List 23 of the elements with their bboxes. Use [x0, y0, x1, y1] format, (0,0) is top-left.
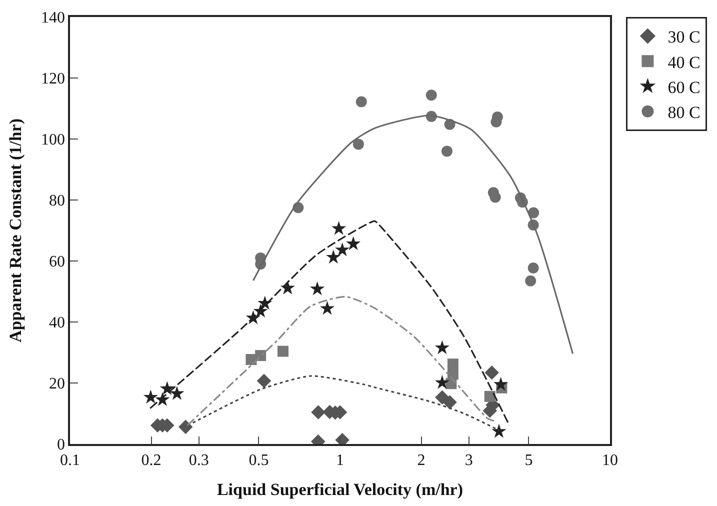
y-axis-title: Apparent Rate Constant (1/hr) — [6, 118, 26, 342]
x-tick-label: 0.2 — [141, 452, 162, 469]
x-tick-label: 1 — [336, 452, 344, 469]
y-tick-label: 40 — [49, 314, 66, 332]
y-tick-label: 20 — [49, 376, 66, 393]
legend-label: 40 C — [668, 52, 700, 72]
x-tick-label: 10 — [602, 452, 618, 469]
legend-label: 60 C — [668, 78, 700, 97]
x-tick-label: 0.1 — [60, 452, 80, 469]
y-tick-label: 140 — [41, 10, 66, 27]
x-tick-label: 3 — [464, 452, 473, 469]
y-tick-label: 0 — [57, 436, 66, 454]
y-tick-label: 100 — [41, 132, 66, 149]
y-tick-label: 80 — [49, 192, 66, 210]
y-tick-label: 60 — [49, 254, 66, 271]
x-tick-label: 0.3 — [188, 452, 209, 469]
y-tick-label: 120 — [41, 70, 66, 88]
x-tick-label: 2 — [417, 452, 426, 469]
x-tick-label: 5 — [524, 452, 533, 469]
x-tick-label: 0.5 — [248, 452, 269, 469]
legend-label: 30 C — [668, 28, 700, 47]
x-axis-title: Liquid Superficial Velocity (m/hr) — [216, 480, 464, 499]
legend-label: 80 C — [668, 102, 700, 122]
